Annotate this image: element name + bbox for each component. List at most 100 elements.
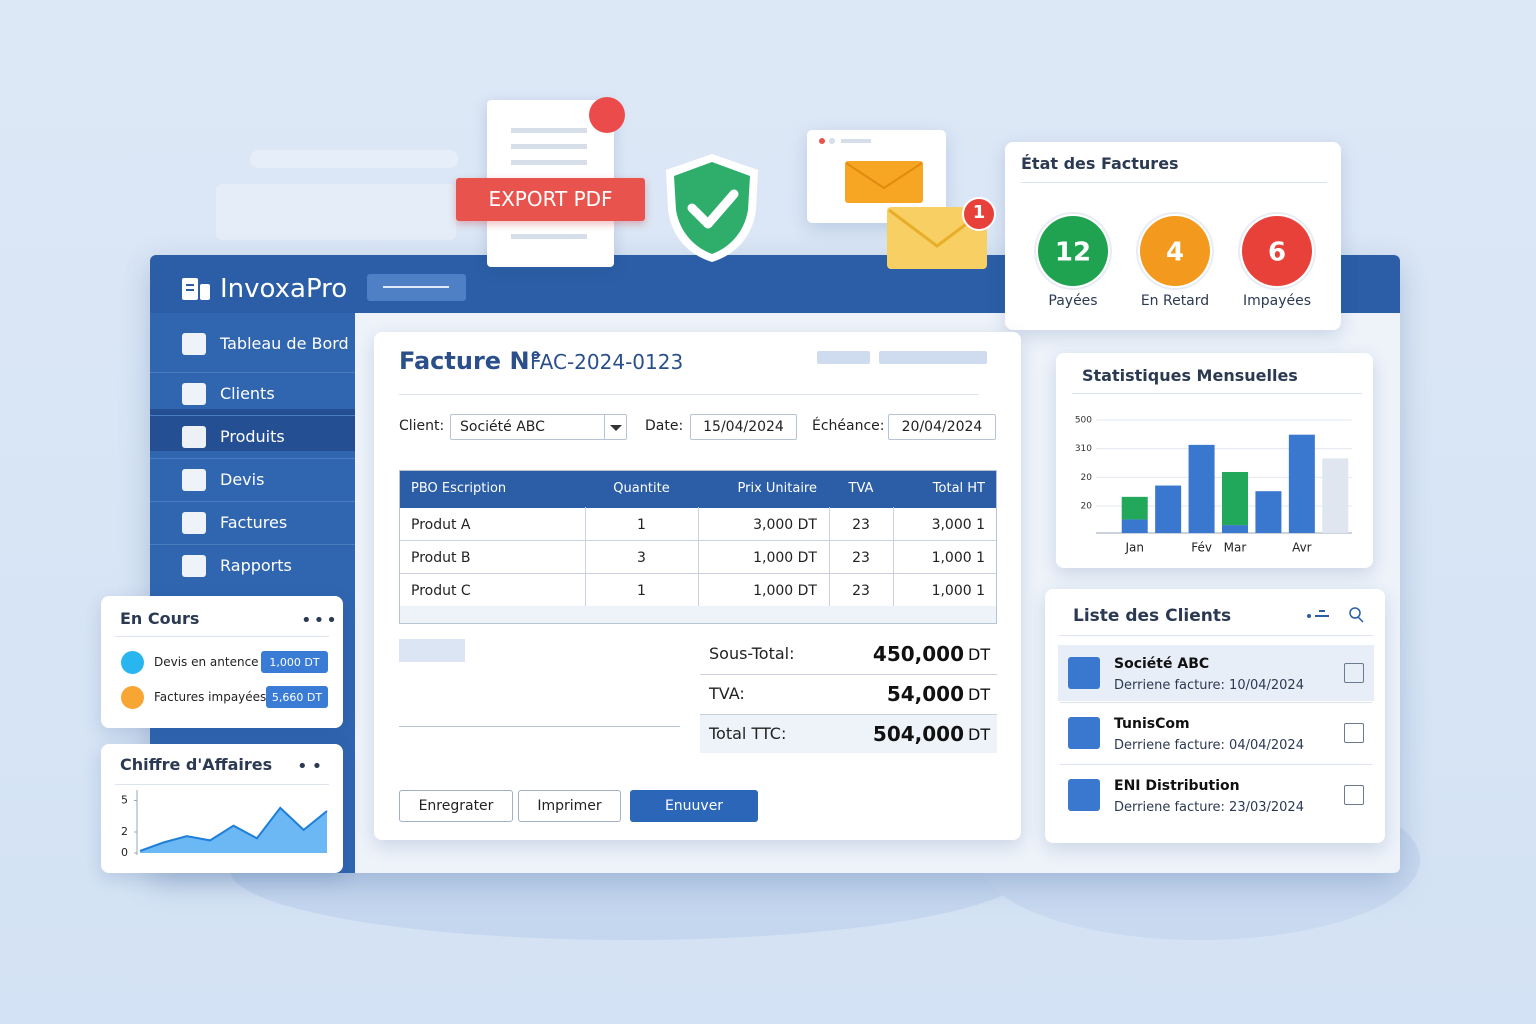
- total-value: 54,000: [886, 682, 964, 706]
- gauge: [1242, 216, 1312, 286]
- en-cours-label: Factures impayées: [154, 690, 267, 704]
- nav-item[interactable]: Factures: [220, 513, 288, 532]
- nav-divider: [150, 372, 355, 373]
- client-value[interactable]: Société ABC: [460, 419, 545, 435]
- bar: [1222, 525, 1248, 533]
- col-divider: [829, 573, 830, 606]
- status-dot: [121, 686, 144, 709]
- clients-card: [1045, 589, 1385, 843]
- total-divider: [700, 714, 997, 715]
- col-divider: [893, 573, 894, 606]
- table-cell: 1: [637, 583, 646, 599]
- gauge: [1140, 216, 1210, 286]
- table-header: Quantite: [613, 481, 670, 496]
- gauge-label: En Retard: [1141, 293, 1209, 309]
- client-selected[interactable]: [1058, 645, 1374, 701]
- bar: [1322, 458, 1349, 533]
- button[interactable]: [630, 790, 758, 822]
- pill: [266, 686, 328, 708]
- button-label[interactable]: Enregrater: [418, 798, 494, 814]
- table-cell: 23: [852, 517, 870, 533]
- client-icon: [1068, 717, 1100, 749]
- total-unit: DT: [968, 685, 991, 704]
- client-name[interactable]: Société ABC: [1114, 656, 1210, 672]
- calendar-icon[interactable]: [1344, 663, 1364, 683]
- calendar-icon[interactable]: [1344, 723, 1364, 743]
- line: [139, 806, 328, 852]
- client-name[interactable]: TunisCom: [1114, 716, 1190, 732]
- bar: [1288, 434, 1315, 533]
- table-header: Total HT: [932, 481, 985, 496]
- search-bar[interactable]: [367, 274, 466, 301]
- app-name: InvoxaPro: [220, 274, 348, 304]
- logo-icon: [182, 278, 210, 300]
- area: [140, 807, 327, 853]
- col-divider: [829, 507, 830, 540]
- client-name[interactable]: ENI Distribution: [1114, 778, 1240, 794]
- table-cell: 1,000 DT: [753, 550, 817, 566]
- button[interactable]: [399, 790, 513, 822]
- x-tick-label: Fév: [1191, 541, 1212, 555]
- total-row-bg: [700, 714, 997, 753]
- client-select[interactable]: [450, 414, 627, 440]
- y-tick-label: 500: [1075, 416, 1092, 426]
- date-value[interactable]: 15/04/2024: [703, 419, 784, 435]
- col-divider: [585, 540, 586, 573]
- bar: [1222, 471, 1248, 526]
- status-dot: [121, 651, 144, 674]
- nav-icon: [182, 383, 206, 405]
- button-label[interactable]: Enuuver: [664, 798, 724, 814]
- nav-item[interactable]: Clients: [220, 384, 275, 403]
- nav-icon: [182, 426, 206, 448]
- stats-chart: 500 310 20 20 Jan Fév Mar Avr: [1075, 416, 1352, 555]
- card-title: En Cours: [120, 609, 200, 628]
- nav-divider: [150, 544, 355, 545]
- en-cours-label: Devis en antence: [154, 655, 259, 669]
- nav-item[interactable]: Produits: [220, 427, 285, 446]
- due-value[interactable]: 20/04/2024: [901, 419, 983, 435]
- total-divider: [700, 674, 997, 675]
- table-cell: 1,000 1: [931, 550, 985, 566]
- nav-item[interactable]: Rapports: [220, 556, 292, 575]
- badge-count: 1: [972, 202, 986, 223]
- table-cell: 3,000 1: [931, 517, 985, 533]
- client-divider: [1060, 702, 1372, 703]
- button[interactable]: [518, 790, 621, 822]
- y-tick-label: 0: [121, 846, 128, 859]
- y-tick-label: 5: [121, 794, 128, 807]
- table-cell: 1,000 1: [931, 583, 985, 599]
- date-input[interactable]: [690, 414, 797, 440]
- nav-icon: [182, 512, 206, 534]
- total-value: 450,000: [872, 642, 964, 666]
- nav-divider: [150, 415, 355, 416]
- col-divider: [829, 540, 830, 573]
- en-cours-value: 5,660 DT: [271, 691, 323, 704]
- card-title: Statistiques Mensuelles: [1082, 366, 1298, 385]
- shield-icon: [666, 154, 758, 262]
- bar: [1255, 491, 1282, 533]
- table-cell: 1: [637, 517, 646, 533]
- nav-icon: [182, 555, 206, 577]
- bar: [1121, 496, 1148, 520]
- export-label[interactable]: EXPORT PDF: [488, 187, 613, 211]
- nav-divider: [150, 501, 355, 502]
- field-label: Client:: [399, 418, 445, 434]
- table-cell: Produt C: [411, 583, 471, 599]
- nav-item[interactable]: Tableau de Bord: [220, 334, 349, 353]
- client-detail: Derriene facture: 23/03/2024: [1114, 800, 1304, 815]
- export-button[interactable]: [456, 178, 645, 221]
- table-cell: 23: [852, 583, 870, 599]
- invoice-title: Facture N°: [399, 347, 542, 375]
- gauge: [1038, 216, 1108, 286]
- button-label[interactable]: Imprimer: [537, 798, 602, 814]
- field-label: Date:: [645, 418, 684, 434]
- bar: [1121, 519, 1148, 533]
- pill: [261, 651, 328, 673]
- calendar-icon[interactable]: [1344, 785, 1364, 805]
- table-cell: 3,000 DT: [753, 517, 817, 533]
- nav-item[interactable]: Devis: [220, 470, 265, 489]
- col-divider: [698, 540, 699, 573]
- due-input[interactable]: [888, 414, 996, 440]
- envelope-icon: [845, 161, 923, 203]
- table-header: TVA: [848, 481, 874, 496]
